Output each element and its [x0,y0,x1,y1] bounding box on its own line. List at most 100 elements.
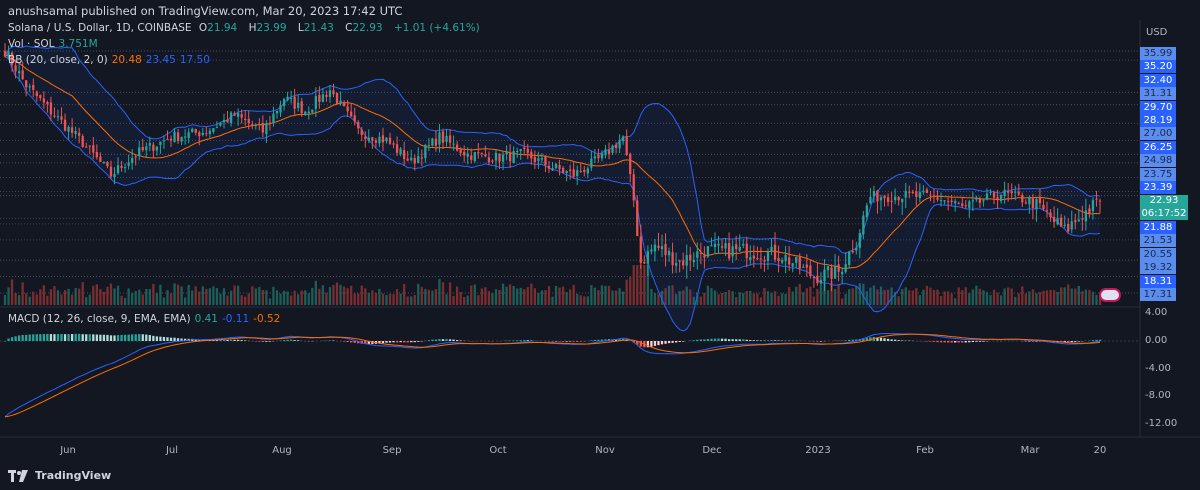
macd-histogram-bar [752,340,755,341]
macd-histogram-bar [600,339,604,341]
candle-body [766,251,770,262]
macd-histogram-bar [844,340,847,341]
volume-bar [21,282,24,305]
tradingview-logo[interactable]: TradingView [8,469,111,482]
candle-body [279,105,282,113]
candle-body [809,265,812,277]
bb-legend[interactable]: BB (20, close, 2, 0) 20.48 23.45 17.50 [8,54,214,66]
candle-body [470,155,473,160]
candle-body [1045,210,1049,212]
volume-bar [258,286,261,305]
volume-bar [198,291,201,305]
candle-body [364,136,367,140]
macd-histogram-bar [367,341,370,345]
volume-bar [865,291,869,305]
volume-bar [685,286,688,305]
volume-bar [837,284,840,305]
macd-histogram-bar [593,339,597,341]
volume-bar [692,296,695,305]
candle-body [622,136,625,142]
candle-body [321,94,325,102]
candle-body [106,162,109,167]
candle-body [141,146,144,151]
volume-label: Vol · SOL [8,38,55,50]
volume-bar [141,294,144,305]
price-level-label: 23.75 [1140,167,1176,181]
candle-body [42,98,45,103]
candle-body [381,135,385,143]
macd-histogram-bar [551,341,554,342]
candle-body [516,150,519,152]
macd-histogram-bar [664,341,667,344]
volume-bar [448,282,452,305]
candle-body [961,203,964,206]
macd-histogram-bar [431,339,434,341]
us-flag-icon[interactable] [1099,288,1121,302]
macd-histogram-bar [957,341,960,343]
candle-body [148,143,151,146]
macd-histogram-bar [184,338,187,341]
candle-body [540,158,544,160]
candle-body [756,258,759,260]
macd-histogram-bar [282,340,286,341]
volume-bar [353,293,356,305]
macd-histogram-bar [3,341,7,342]
candle-body [169,138,173,141]
volume-bar [830,281,833,305]
candle-body [653,244,657,252]
candle-body [844,264,847,272]
macd-histogram-bar [410,341,413,343]
macd-histogram-bar [667,341,671,344]
volume-bar [244,296,247,305]
macd-histogram-bar [569,341,572,342]
volume-bar [254,288,257,305]
volume-bar [876,289,879,305]
candle-body [632,174,635,201]
candle-body [205,133,208,135]
symbol-name[interactable]: Solana / U.S. Dollar, 1D, COINBASE [8,22,192,34]
macd-histogram-bar [968,341,971,343]
volume-bar [735,297,738,305]
volume-bar [639,265,642,305]
macd-histogram-bar [60,333,63,341]
candle-body [166,138,169,140]
volume-bar [32,291,35,305]
volume-bar [918,295,921,305]
currency-label[interactable]: USD [1146,27,1168,38]
volume-bar [1063,287,1066,305]
candle-body [233,113,236,116]
candle-body [869,196,872,204]
candle-body [674,263,678,266]
macd-histogram-bar [678,341,681,342]
macd-axis-label: 0.00 [1145,335,1168,346]
volume-bar [63,290,67,305]
candle-body [318,94,321,103]
candle-body [537,158,540,161]
candle-body [664,244,667,255]
volume-bar [399,293,402,305]
macd-histogram-bar [703,339,706,341]
macd-histogram-bar [759,340,763,341]
macd-legend[interactable]: MACD (12, 26, close, 9, EMA, EMA) 0.41 -0.… [8,313,284,325]
macd-histogram-bar [777,340,780,341]
candle-body [512,151,515,164]
volume-bar [123,297,127,305]
volume-legend[interactable]: Vol · SOL 3.751M [8,38,102,50]
volume-bar [558,287,561,305]
macd-histogram-bar [261,341,264,342]
volume-bar [749,290,752,305]
volume-bar [205,288,208,305]
candle-body [798,257,801,269]
volume-bar [70,294,74,305]
volume-bar [915,288,918,305]
volume-bar [53,286,56,305]
candle-body [254,125,257,127]
volume-bar [572,284,575,305]
macd-histogram-bar [7,338,10,341]
volume-bar [226,295,229,305]
macd-histogram-bar [258,341,261,342]
candle-body [501,154,505,162]
candle-body [138,147,141,156]
macd-histogram-bar [848,339,851,341]
